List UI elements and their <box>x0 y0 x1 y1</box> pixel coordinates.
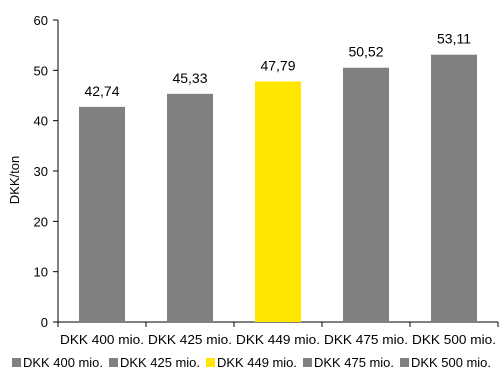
bar <box>343 67 389 322</box>
legend-label: DKK 449 mio. <box>217 355 297 370</box>
y-tick-label: 30 <box>34 164 48 179</box>
y-tick-label: 60 <box>34 13 48 28</box>
legend-swatch <box>400 358 409 367</box>
y-tick-label: 40 <box>34 114 48 129</box>
bar <box>255 81 301 322</box>
category-label: DKK 475 mio. <box>324 332 408 347</box>
value-label: 47,79 <box>260 57 295 73</box>
category-labels: DKK 400 mio. DKK 425 mio. DKK 449 mio. DKK … <box>60 332 496 347</box>
category-label: DKK 400 mio. <box>60 332 144 347</box>
value-labels: 42,74 45,33 47,79 50,52 53,11 <box>84 31 471 99</box>
category-label: DKK 500 mio. <box>412 332 496 347</box>
legend-label: DKK 475 mio. <box>314 355 394 370</box>
y-tick-label: 10 <box>34 265 48 280</box>
legend-label: DKK 425 mio. <box>120 355 200 370</box>
legend-swatch <box>303 358 312 367</box>
legend-swatch <box>109 358 118 367</box>
legend-swatch <box>206 358 215 367</box>
value-label: 53,11 <box>437 31 471 47</box>
value-label: 42,74 <box>84 83 119 99</box>
bars <box>79 54 477 323</box>
bar <box>167 93 213 323</box>
bar <box>431 54 477 323</box>
value-label: 45,33 <box>172 70 207 86</box>
legend-swatch <box>12 358 21 367</box>
y-tick-label: 50 <box>34 63 48 78</box>
category-label: DKK 425 mio. <box>148 332 232 347</box>
y-axis-label: DKK/ton <box>7 156 22 204</box>
value-label: 50,52 <box>348 44 383 60</box>
y-axis: 0 10 20 30 40 50 60 <box>34 13 59 330</box>
legend: DKK 400 mio. DKK 425 mio. DKK 449 mio. DKK … <box>12 355 491 370</box>
x-axis <box>57 321 499 327</box>
y-tick-label: 20 <box>34 214 48 229</box>
legend-label: DKK 500 mio. <box>411 355 491 370</box>
legend-label: DKK 400 mio. <box>23 355 103 370</box>
y-tick-label: 0 <box>41 315 48 330</box>
category-label: DKK 449 mio. <box>236 332 320 347</box>
bar <box>79 106 125 322</box>
